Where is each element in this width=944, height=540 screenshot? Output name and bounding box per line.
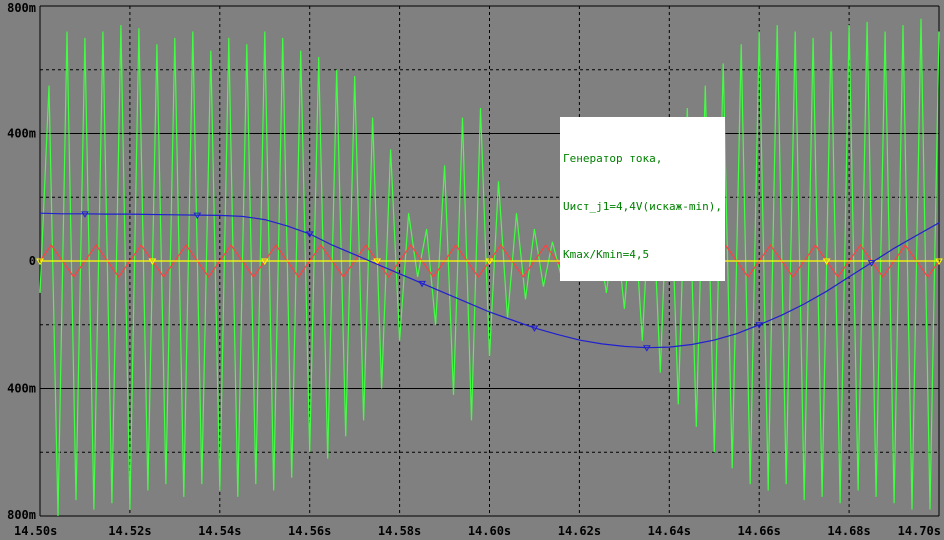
x-axis-ticks: 14.50s 14.52s 14.54s 14.56s 14.58s 14.60s 14.6… bbox=[14, 524, 941, 538]
series-marker bbox=[755, 322, 764, 329]
x-tick-label: 14.70s bbox=[898, 524, 941, 538]
x-tick-label: 14.58s bbox=[378, 524, 421, 538]
series-marker bbox=[935, 258, 943, 265]
series-marker bbox=[148, 258, 157, 265]
series-marker bbox=[867, 260, 876, 267]
x-tick-label: 14.54s bbox=[198, 524, 241, 538]
x-tick-label: 14.62s bbox=[558, 524, 601, 538]
series-marker bbox=[373, 258, 382, 265]
series-marker bbox=[260, 258, 269, 265]
y-tick-label: 800m bbox=[7, 508, 36, 522]
series-layer bbox=[36, 18, 943, 517]
series-marker bbox=[485, 258, 494, 265]
x-tick-label: 14.68s bbox=[827, 524, 870, 538]
annotation-line: Uист_j1=4,4V(искаж-min), bbox=[563, 200, 722, 213]
annotation-line: Генератор тока, bbox=[563, 152, 663, 165]
x-tick-label: 14.64s bbox=[648, 524, 691, 538]
series-marker bbox=[822, 258, 831, 265]
series-marker bbox=[418, 280, 426, 288]
series-marker bbox=[530, 325, 539, 332]
x-tick-label: 14.60s bbox=[468, 524, 511, 538]
series-line-4 bbox=[39, 212, 940, 349]
x-tick-label: 14.50s bbox=[14, 524, 57, 538]
chart-annotation: Генератор тока, Uист_j1=4,4V(искаж-min),… bbox=[560, 117, 725, 281]
y-tick-label: 400m bbox=[7, 127, 36, 141]
y-tick-label: 800m bbox=[7, 1, 36, 15]
series-line-1 bbox=[39, 18, 940, 517]
y-axis-ticks: 800m 400m 0 400m 800m bbox=[7, 1, 36, 522]
x-tick-label: 14.66s bbox=[738, 524, 781, 538]
series-marker bbox=[305, 231, 314, 238]
x-tick-label: 14.56s bbox=[288, 524, 331, 538]
y-tick-label: 0 bbox=[29, 254, 36, 268]
series-marker bbox=[193, 212, 202, 220]
series-marker bbox=[81, 211, 89, 218]
series-marker bbox=[642, 345, 651, 352]
annotation-line: Kmax/Kmin=4,5 bbox=[563, 248, 650, 261]
series-marker bbox=[36, 258, 44, 265]
x-tick-label: 14.52s bbox=[108, 524, 151, 538]
y-tick-label: 400m bbox=[7, 382, 36, 396]
